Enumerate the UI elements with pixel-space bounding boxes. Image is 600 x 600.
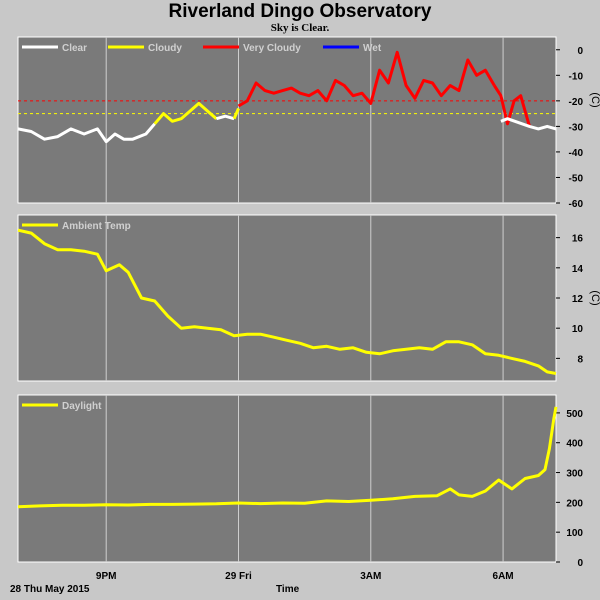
sky-status: Sky is Clear. — [270, 22, 330, 34]
series-line — [153, 101, 218, 125]
y-tick-label: 10 — [572, 324, 584, 335]
y-tick-label: -10 — [569, 71, 584, 82]
y-tick-label: 0 — [577, 46, 583, 57]
plot-area — [17, 394, 557, 563]
legend-label: Daylight — [62, 401, 102, 412]
ambient-temp-chart: 8 10 12 14 16 (C) Ambient Temp — [17, 214, 600, 382]
y-tick-label: -20 — [569, 97, 584, 108]
legend-label: Clear — [62, 43, 87, 54]
y-tick-label: 400 — [566, 439, 583, 450]
y-tick-label: 8 — [577, 354, 583, 365]
y-tick-label: 14 — [572, 264, 584, 275]
page-title: Riverland Dingo Observatory — [168, 1, 432, 22]
y-tick-label: -60 — [569, 199, 584, 210]
legend-label: Cloudy — [148, 43, 182, 54]
plot-area — [17, 214, 557, 382]
y-tick-label: 300 — [566, 469, 583, 480]
daylight-chart: 9PM 29 Fri 3AM 6AM 0 100 200 300 400 500 Daylight — [17, 394, 583, 582]
series-line — [17, 122, 156, 144]
sky-temp-chart: 0 -10 -20 -30 -40 -50 -60 (C) Clear Cloudy Very Cl… — [17, 36, 600, 210]
y-axis-unit: (C) — [589, 92, 600, 107]
x-tick-label: 6AM — [493, 571, 514, 582]
y-tick-label: 200 — [566, 498, 583, 509]
date-label: 28 Thu May 2015 — [10, 584, 90, 595]
x-tick-label: 29 Fri — [225, 571, 252, 582]
x-axis-title: Time — [276, 584, 300, 595]
x-tick-label: 9PM — [96, 571, 117, 582]
y-tick-label: 12 — [572, 294, 584, 305]
series-line — [237, 50, 496, 108]
y-tick-label: -30 — [569, 122, 584, 133]
y-tick-label: 0 — [577, 558, 583, 569]
y-tick-label: -50 — [569, 173, 584, 184]
series-line — [232, 107, 240, 120]
plot-area — [17, 36, 557, 204]
y-tick-label: 16 — [572, 234, 584, 245]
series-line — [17, 228, 557, 375]
series-line — [17, 406, 558, 509]
x-tick-label: 3AM — [360, 571, 381, 582]
y-tick-label: -40 — [569, 148, 584, 159]
legend-label: Very Cloudy — [243, 43, 301, 54]
series-line — [215, 114, 235, 121]
y-tick-label: 500 — [566, 409, 583, 420]
series-line — [500, 117, 557, 131]
y-tick-label: 100 — [566, 528, 583, 539]
series-line — [493, 84, 531, 127]
legend-label: Ambient Temp — [62, 221, 131, 232]
legend-label: Wet — [363, 43, 382, 54]
y-axis-unit: (C) — [589, 290, 600, 305]
